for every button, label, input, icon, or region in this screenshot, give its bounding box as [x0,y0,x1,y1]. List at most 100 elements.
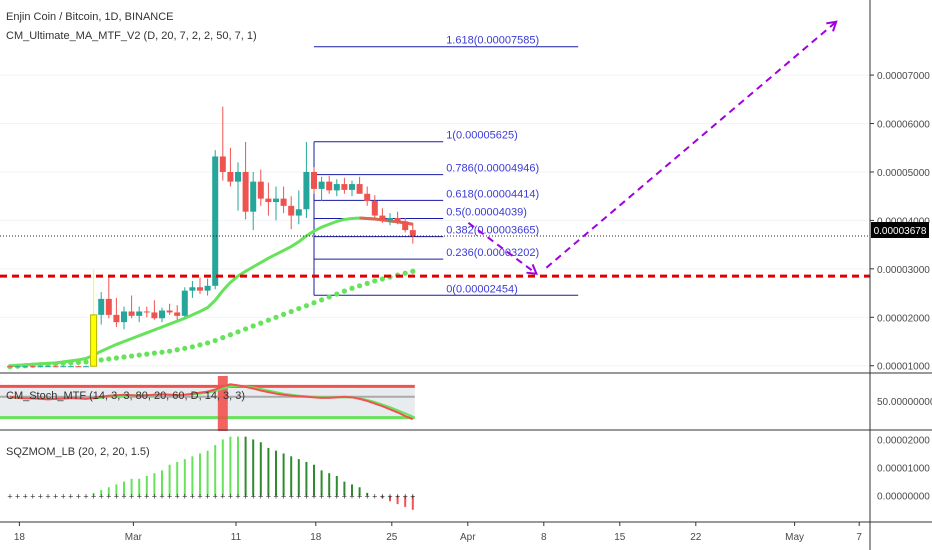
sqz-tick-label: 0.00002000 [877,435,930,446]
slow-ma-dot [212,337,218,344]
slow-ma-dot [205,340,211,346]
projection-up-line[interactable] [545,21,837,269]
fib-level-label: 0.236(0.00003202) [446,247,539,259]
slow-ma-dot [357,283,363,289]
time-tick-label: 22 [690,532,702,543]
candle-body [45,366,51,368]
candle-body [98,298,105,315]
sqz-tick-label: 0.00001000 [877,464,930,475]
fib-level-label: 0(0.00002454) [446,283,518,295]
candle-body [113,314,120,323]
sqz-zero-cross: + [357,492,362,502]
sqz-indicator-legend[interactable]: SQZMOM_LB (20, 2, 20, 1.5) [6,446,150,458]
sqz-zero-cross: + [76,492,81,502]
candle-body [349,184,355,190]
sqz-zero-cross: + [121,492,126,502]
candle-body [60,366,67,368]
candle-body [303,171,310,210]
sqz-zero-cross: + [114,492,119,502]
candle-body [356,184,363,194]
projection-down-line[interactable] [467,222,537,275]
time-tick-label: 18 [310,532,322,543]
sqz-zero-cross: + [175,492,180,502]
sqz-zero-cross: + [45,492,50,502]
slow-ma-dot [129,353,135,359]
sqz-zero-cross: + [197,492,202,502]
sqz-zero-cross: + [99,492,104,502]
candle-body [318,181,325,189]
candle-body [235,171,241,182]
price-tick-label: 0.00005000 [877,168,930,179]
sqz-zero-cross: + [30,492,35,502]
sqz-zero-cross: + [372,492,377,502]
candle-body [136,311,143,316]
candle-body [52,366,59,368]
price-tick-label: 0.00002000 [877,313,930,324]
slow-ma-dot [243,326,249,332]
sqz-zero-cross: + [83,492,88,502]
candle-body [371,201,378,216]
candle-body [151,312,158,319]
candle-body [227,171,234,182]
slow-ma-dot [144,351,150,357]
slow-ma-dot [250,323,256,329]
slow-ma-dot [410,268,416,274]
ma-indicator-legend[interactable]: CM_Ultimate_MA_MTF_V2 (D, 20, 7, 2, 2, 5… [6,30,257,42]
sqz-zero-cross: + [365,492,370,502]
slow-ma-dot [281,311,287,317]
squeeze-momentum-pane: + + + + + + + + + + + + + + + + + + + + + + + + + + + + + + + + + + + + + + + +… [7,436,415,510]
candle-body [121,311,127,323]
sqz-zero-cross: + [387,492,392,502]
sqz-zero-cross: + [190,492,195,502]
slow-ma-dot [113,355,119,361]
slow-ma-dot [182,345,188,351]
candle-body [29,366,36,368]
sqz-zero-cross: + [7,492,12,502]
candle-body [90,314,98,367]
sqz-zero-cross: + [251,492,256,502]
sqz-zero-cross: + [38,492,43,502]
candle-body [83,366,89,368]
slow-ma-dot [349,285,355,291]
candle-body [105,298,112,315]
slow-ma-dot [402,270,408,276]
candle-body [166,310,173,313]
sqz-zero-cross: + [281,492,286,502]
stoch-indicator-legend[interactable]: CM_Stoch_MTF (14, 3, 3, 80, 20, 60, D, 1… [6,390,245,402]
projection-up-arrowhead [826,20,838,32]
fibonacci-retracement[interactable]: 1.618(0.00007585) 1(0.00005625) 0.786(0.00… [313,35,579,296]
slow-ma-dot [296,305,302,312]
candle-body [189,287,196,291]
sqz-zero-cross: + [403,492,408,502]
candle-body [197,287,203,291]
time-tick-label: 7 [856,532,862,543]
sqz-zero-cross: + [182,492,187,502]
candle-body [409,230,416,236]
time-tick-label: 25 [386,532,398,543]
sqz-zero-cross: + [327,492,332,502]
support-line[interactable] [0,235,870,278]
sqz-zero-cross: + [53,492,58,502]
slow-ma-dot [265,317,271,323]
price-tick-label: 0.00003000 [877,265,930,276]
candle-body [128,311,135,316]
candle-body [265,198,272,203]
sqz-zero-cross: + [167,492,172,502]
fast-ma-line [9,216,414,368]
slow-ma-dot [121,354,127,360]
slow-ma-dot [364,280,370,286]
projection-down-arrowhead [526,264,538,275]
sqz-tick-label: 0.00000000 [877,492,930,503]
fib-level-label: 0.382(0.00003665) [446,225,539,237]
sqz-zero-cross: + [296,492,301,502]
projection-arrows[interactable] [467,20,838,275]
fib-level-label: 1.618(0.00007585) [446,35,539,47]
price-tick-label: 0.00001000 [877,362,930,373]
sqz-zero-cross: + [129,492,134,502]
sqz-zero-cross: + [68,492,73,502]
sqz-zero-cross: + [205,492,210,502]
sqz-zero-cross: + [342,492,347,502]
sqz-zero-cross: + [23,492,28,502]
slow-ma-dot [235,329,241,335]
